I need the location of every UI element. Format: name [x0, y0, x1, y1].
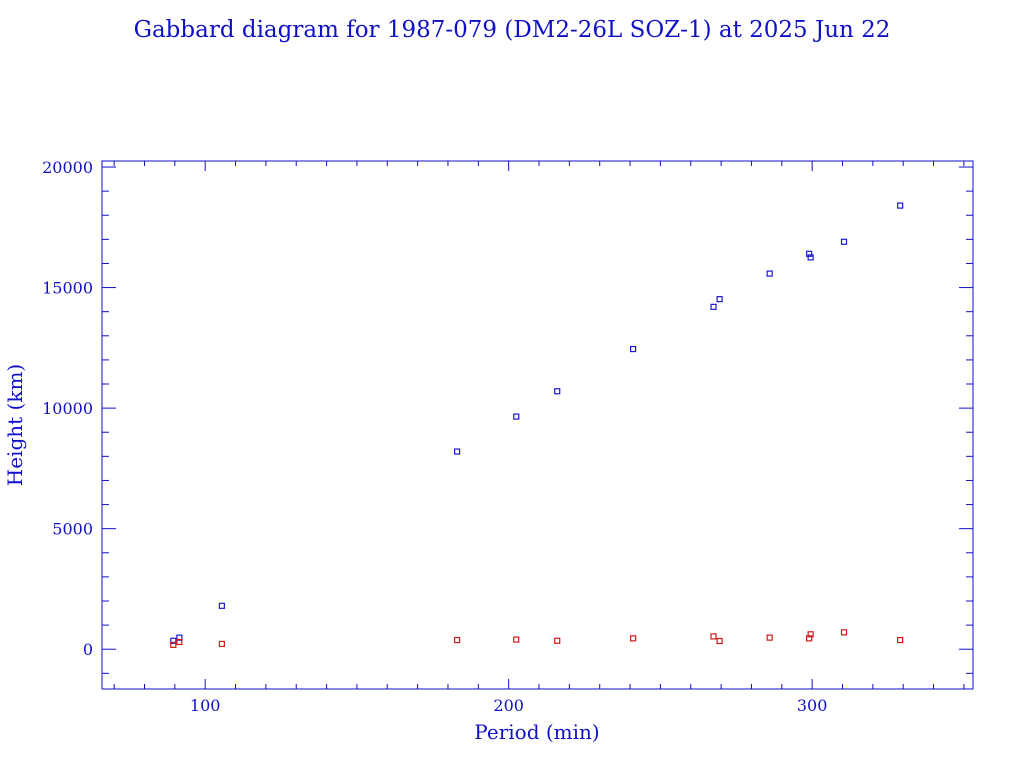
perigee-point: [807, 631, 814, 638]
perigee-point: [629, 635, 637, 642]
perigee-point: [513, 636, 520, 643]
y-tick-label: 15000: [42, 279, 93, 298]
perigee-point: [766, 634, 773, 641]
perigee-point: [897, 636, 904, 644]
axis-ticks: [102, 161, 973, 689]
apogee-point: [716, 296, 723, 303]
apogee-point: [806, 250, 813, 257]
apogee-point: [710, 303, 717, 310]
plot-frame: [101, 160, 974, 690]
apogee-point: [218, 602, 225, 609]
y-tick-label: 0: [83, 640, 93, 659]
apogee-point: [629, 345, 637, 353]
perigee-point: [218, 640, 225, 648]
apogee-point: [176, 634, 183, 641]
perigee-point: [453, 636, 461, 644]
apogee-point: [170, 637, 177, 644]
perigee-point: [170, 641, 177, 648]
apogee-point: [766, 270, 773, 277]
apogee-point: [807, 254, 814, 261]
perigee-point: [806, 635, 813, 642]
apogee-point: [513, 413, 520, 420]
x-tick-label: 200: [493, 696, 524, 715]
x-axis-label: Period (min): [474, 720, 599, 744]
x-tick-label: 100: [190, 696, 221, 715]
y-tick-label: 10000: [42, 399, 93, 418]
x-tick-label: 300: [797, 696, 828, 715]
y-tick-label: 5000: [52, 520, 93, 539]
perigee-point: [710, 633, 717, 640]
apogee-point: [453, 448, 461, 455]
y-tick-label: 20000: [42, 158, 93, 177]
apogee-point: [840, 238, 848, 245]
y-axis-label: Height (km): [3, 364, 27, 486]
apogee-point: [554, 388, 561, 395]
chart-title: Gabbard diagram for 1987-079 (DM2-26L SO…: [134, 17, 891, 43]
data-points: [170, 202, 904, 648]
perigee-point: [554, 637, 561, 644]
perigee-point: [176, 638, 183, 646]
apogee-point: [897, 202, 904, 209]
perigee-point: [716, 637, 723, 645]
axis-tick-labels: 100 200 300 0 5000 10000 15000 20000: [42, 158, 827, 715]
perigee-point: [840, 629, 848, 636]
